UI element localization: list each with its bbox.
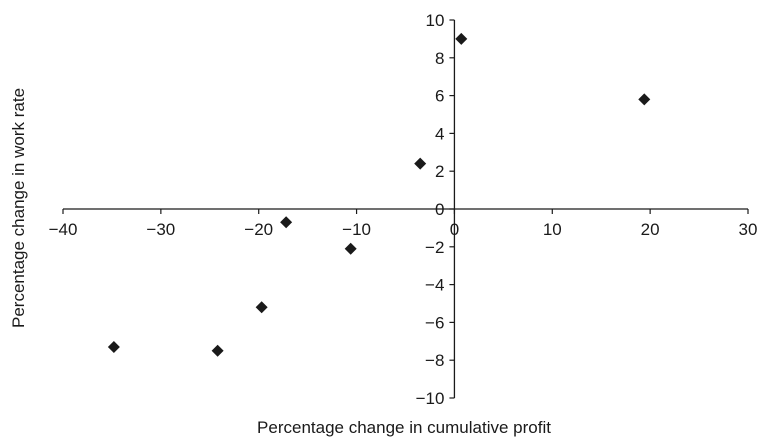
y-axis-ticks: −10 −8 −6 −4 −2 0 2 4 6 8 10 [416, 11, 455, 408]
y-tick-label: −8 [425, 351, 444, 370]
x-tick-label: 0 [450, 220, 459, 239]
data-points [107, 32, 651, 357]
x-tick-label: 10 [543, 220, 562, 239]
y-tick-label: 4 [435, 124, 444, 143]
y-tick-label: −10 [416, 389, 445, 408]
y-tick-label: −2 [425, 238, 444, 257]
x-tick-label: −40 [49, 220, 78, 239]
data-point-diamond [211, 344, 224, 357]
x-tick-label: −30 [146, 220, 175, 239]
x-tick-label: −10 [342, 220, 371, 239]
y-tick-label: −4 [425, 276, 444, 295]
y-tick-label: 10 [426, 11, 445, 30]
x-tick-label: 20 [641, 220, 660, 239]
data-point-diamond [455, 32, 468, 45]
data-point-diamond [638, 93, 651, 106]
axes [63, 20, 748, 398]
data-point-diamond [280, 216, 293, 229]
y-tick-label: 0 [435, 200, 444, 219]
y-tick-label: −6 [425, 313, 444, 332]
y-tick-label: 2 [435, 162, 444, 181]
y-tick-label: 8 [435, 49, 444, 68]
x-tick-label: 30 [739, 220, 758, 239]
data-point-diamond [344, 242, 357, 255]
x-tick-label: −20 [244, 220, 273, 239]
y-tick-label: 6 [435, 87, 444, 106]
data-point-diamond [107, 340, 120, 353]
data-point-diamond [255, 301, 268, 314]
data-point-diamond [414, 157, 427, 170]
y-axis-title: Percentage change in work rate [9, 88, 28, 328]
x-axis-ticks: −40 −30 −20 −10 0 10 20 30 [49, 209, 758, 239]
x-axis-title: Percentage change in cumulative profit [257, 418, 551, 437]
